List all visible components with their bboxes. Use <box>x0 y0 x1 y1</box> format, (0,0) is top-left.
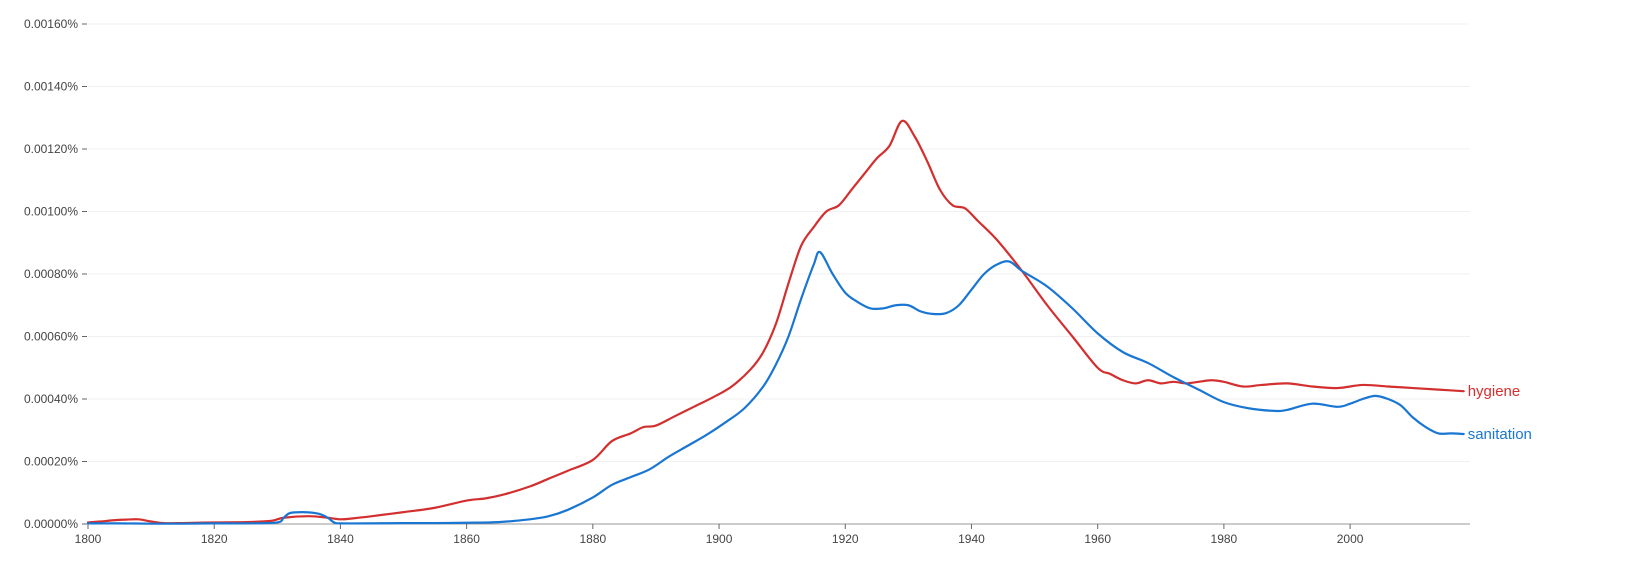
y-tick-label: 0.00060% <box>24 330 78 344</box>
y-tick-label: 0.00140% <box>24 80 78 94</box>
series-labels: hygiene sanitation <box>1468 383 1532 443</box>
x-tick-label: 1880 <box>579 532 606 546</box>
y-tick-label: 0.00000% <box>24 517 78 531</box>
series-label-sanitation[interactable]: sanitation <box>1468 426 1532 443</box>
grid-lines <box>88 23 1470 462</box>
x-tick-label: 1900 <box>706 532 733 546</box>
series-lines <box>86 119 1465 525</box>
x-tick-label: 1960 <box>1084 532 1111 546</box>
x-tick-label: 2000 <box>1337 532 1364 546</box>
y-tick-label: 0.00020% <box>24 455 78 469</box>
x-tick-label: 1820 <box>201 532 228 546</box>
x-tick-label: 1860 <box>453 532 480 546</box>
y-tick-label: 0.00160% <box>24 17 78 31</box>
series-label-hygiene[interactable]: hygiene <box>1468 383 1521 400</box>
series-line-sanitation[interactable] <box>86 250 1465 525</box>
y-tick-label: 0.00120% <box>24 142 78 156</box>
x-tick-label: 1920 <box>832 532 859 546</box>
y-tick-label: 0.00080% <box>24 267 78 281</box>
x-axis: 1800 1820 1840 1860 1880 1900 1920 1940 1960 1980… <box>75 523 1470 546</box>
x-tick-label: 1840 <box>327 532 354 546</box>
x-tick-label: 1940 <box>958 532 985 546</box>
x-tick-label: 1800 <box>75 532 102 546</box>
y-tick-label: 0.00040% <box>24 392 78 406</box>
series-line-hygiene[interactable] <box>86 119 1465 525</box>
x-tick-label: 1980 <box>1211 532 1238 546</box>
y-tick-label: 0.00100% <box>24 205 78 219</box>
y-axis: 0.00000% 0.00020% 0.00040% 0.00060% 0.00080%… <box>24 17 87 531</box>
